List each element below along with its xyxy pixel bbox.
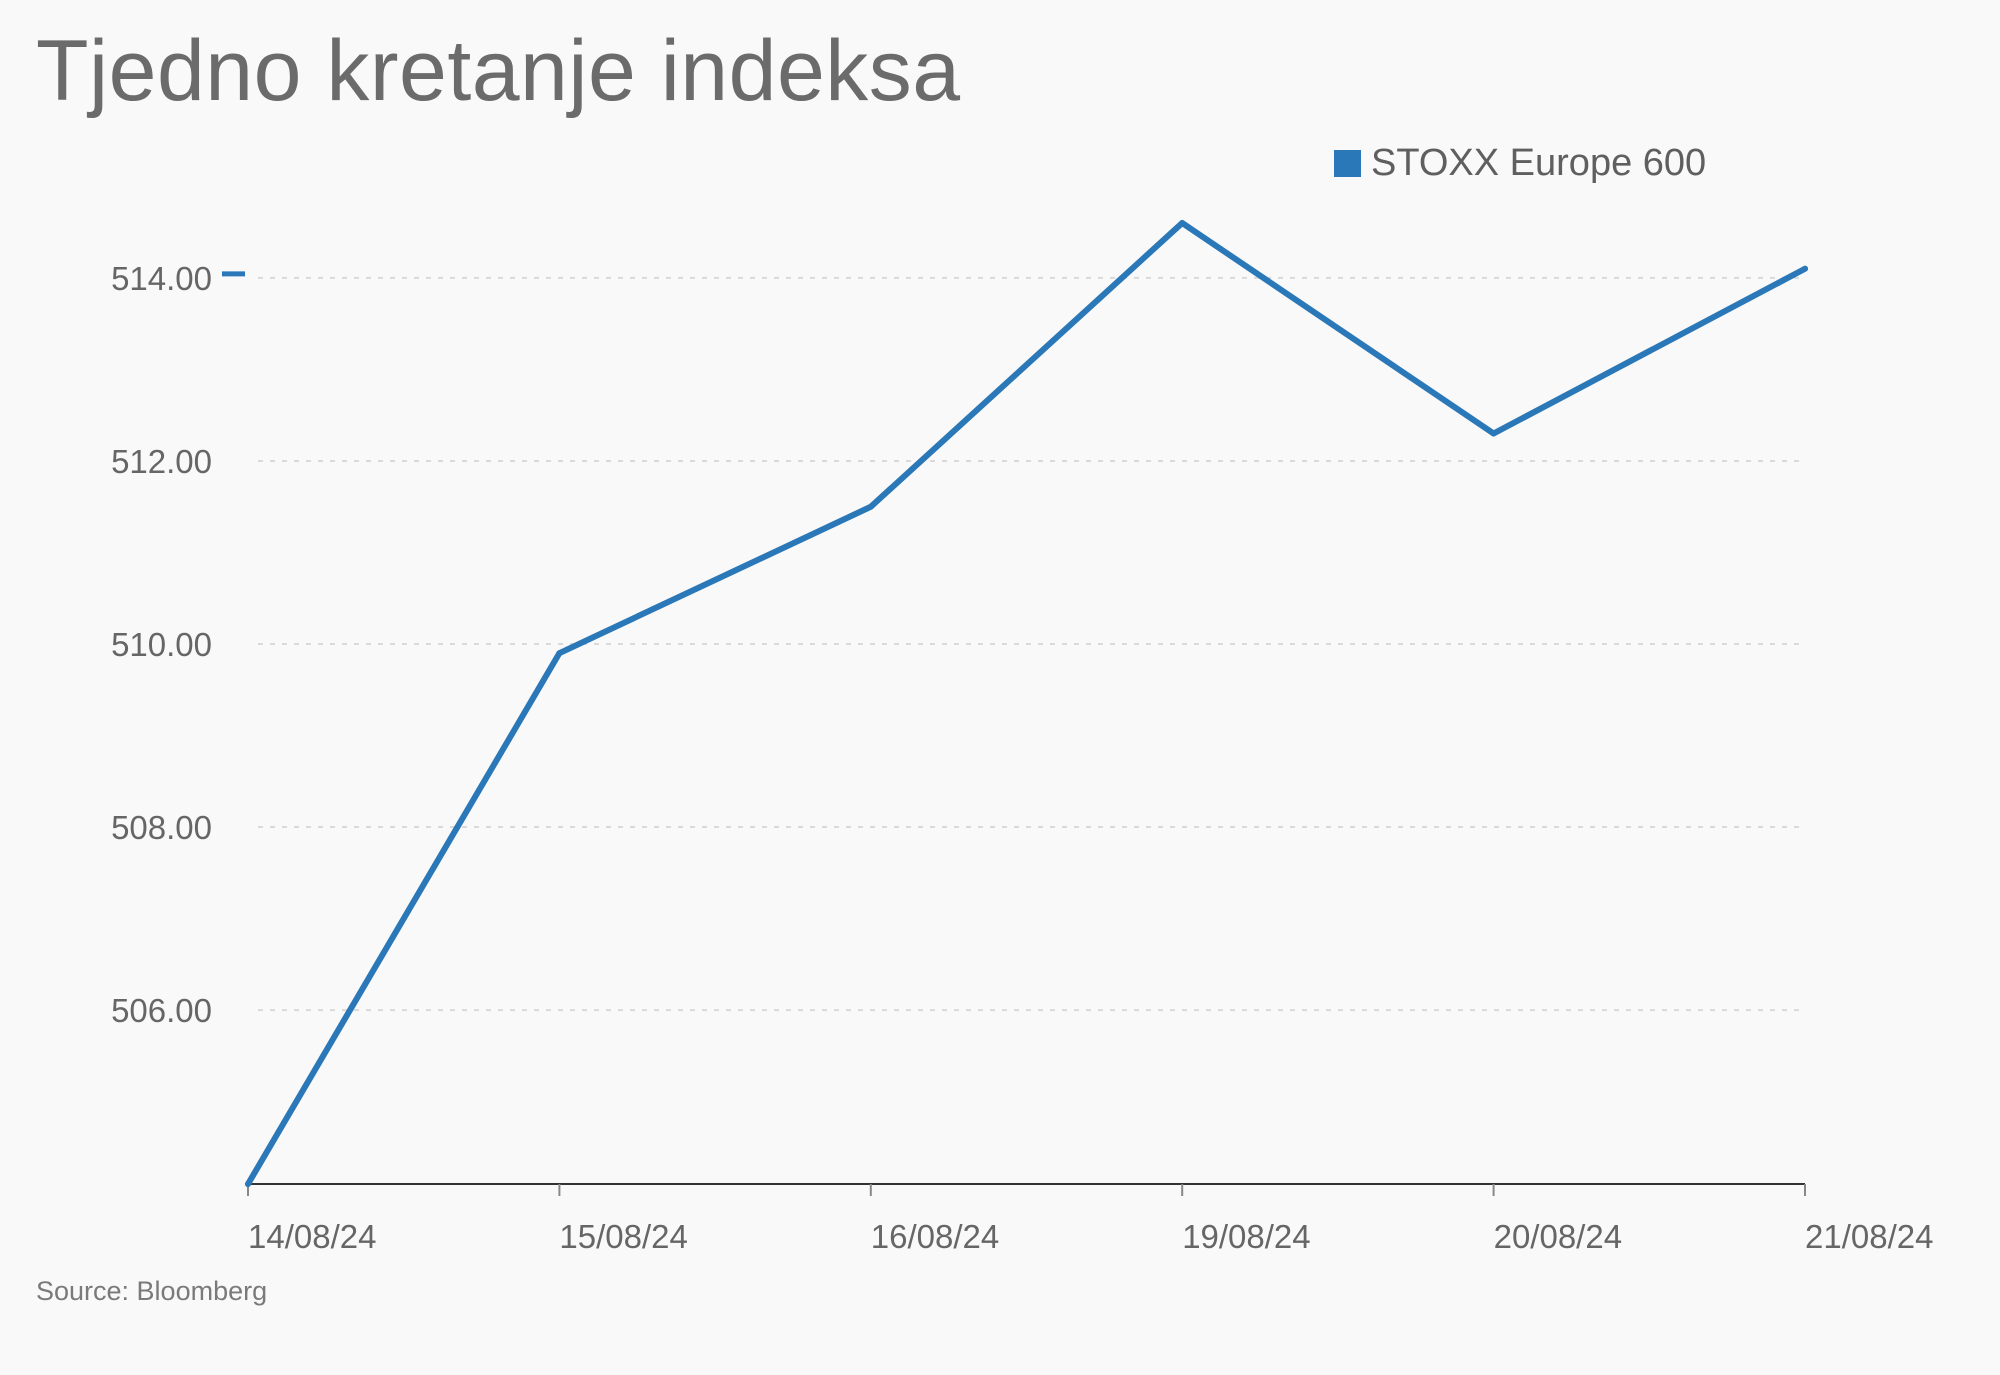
y-axis: 506.00 508.00 510.00 512.00 514.00	[111, 260, 245, 1029]
y-tick-label: 506.00	[111, 992, 212, 1029]
data-point	[1490, 430, 1497, 437]
source-note: Source: Bloomberg	[36, 1276, 268, 1306]
legend-label: STOXX Europe 600	[1371, 142, 1707, 184]
chart-title: Tjedno kretanje indeksa	[36, 23, 961, 119]
y-tick-label: 510.00	[111, 626, 212, 663]
data-point	[867, 503, 874, 510]
legend-swatch	[1334, 150, 1361, 177]
x-tick-label: 21/08/24	[1805, 1218, 1933, 1255]
x-tick-label: 16/08/24	[871, 1218, 999, 1255]
series-group	[245, 220, 1808, 1187]
x-tick-label: 20/08/24	[1494, 1218, 1622, 1255]
y-tick-label: 508.00	[111, 809, 212, 846]
data-point	[245, 1181, 251, 1187]
data-point	[1802, 265, 1808, 272]
x-tick-label: 19/08/24	[1182, 1218, 1310, 1255]
x-tick-label: 15/08/24	[559, 1218, 687, 1255]
y-tick-label: 512.00	[111, 443, 212, 480]
grid-lines	[258, 276, 1805, 1012]
data-point	[1179, 220, 1186, 226]
x-axis: 14/08/24 15/08/24 16/08/24 19/08/24 20/08/24…	[247, 1183, 1933, 1255]
y-tick-label: 514.00	[111, 260, 212, 297]
data-point	[556, 650, 563, 657]
x-tick-label: 14/08/24	[248, 1218, 376, 1255]
series-line	[245, 220, 1808, 1187]
legend: STOXX Europe 600	[1334, 142, 1706, 185]
